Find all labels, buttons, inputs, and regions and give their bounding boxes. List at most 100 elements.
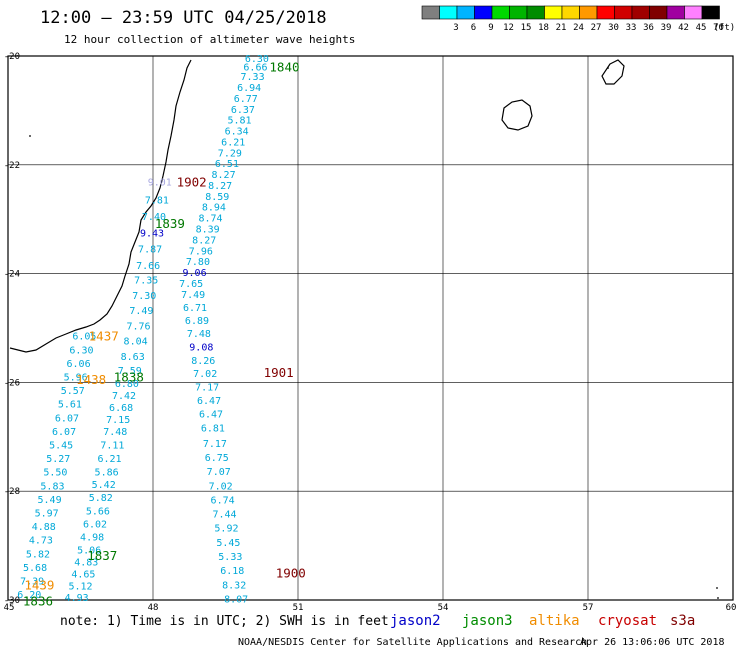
wave-height-value: 7.30 — [132, 291, 156, 302]
satellite-tracks: 6.306.667.336.946.776.375.816.346.217.29… — [17, 54, 306, 608]
legend-unit: (ft) — [714, 23, 736, 33]
legend-swatch — [631, 5, 650, 20]
wave-height-value: 6.89 — [185, 316, 209, 327]
wave-height-value: 5.97 — [35, 508, 59, 519]
wave-height-value: 5.82 — [26, 549, 50, 560]
lon-tick-label: 48 — [148, 603, 159, 613]
lat-tick-label: -22 — [4, 161, 20, 171]
wave-height-value: 7.65 — [179, 279, 203, 290]
legend-swatch — [544, 5, 563, 20]
wave-height-value: 4.98 — [80, 532, 104, 543]
wave-height-value: 6.34 — [225, 127, 249, 138]
wave-height-value: 6.47 — [199, 409, 223, 420]
wave-height-value: 6.05 — [72, 332, 96, 343]
legend-label: 27 — [591, 23, 602, 33]
islet-dot — [29, 135, 31, 137]
satellite-s3a-label: s3a — [670, 613, 695, 629]
wave-height-value: 6.20 — [17, 590, 41, 601]
wave-height-value: 6.81 — [201, 424, 225, 435]
wave-height-value: 5.81 — [227, 116, 251, 127]
wave-height-value: 7.11 — [100, 440, 124, 451]
pass-time-label: 1836 — [23, 594, 53, 609]
wave-height-value: 7.48 — [187, 329, 211, 340]
land-features — [9, 59, 719, 599]
map-frame — [7, 55, 734, 601]
wave-height-value: 6.18 — [220, 566, 244, 577]
legend-label: 3 — [453, 23, 458, 33]
pass-time-label: 1439 — [24, 577, 54, 592]
legend-label: 12 — [503, 23, 514, 33]
wave-height-value: 5.61 — [58, 400, 82, 411]
wave-height-value: 4.83 — [74, 557, 98, 568]
wave-height-value: 7.29 — [218, 148, 242, 159]
lat-tick-label: -20 — [4, 52, 20, 62]
legend-swatch — [439, 5, 458, 20]
wave-height-value: 4.88 — [32, 522, 56, 533]
wave-height-value: 7.48 — [103, 427, 127, 438]
footer-credit: NOAA/NESDIS Center for Satellite Applica… — [238, 637, 587, 648]
legend-label: 42 — [678, 23, 689, 33]
wave-height-value: 7.33 — [241, 72, 265, 83]
wave-height-value: 6.51 — [215, 159, 239, 170]
legend-label: 33 — [626, 23, 637, 33]
wave-height-value: 6.68 — [109, 403, 133, 414]
wave-height-value: 8.39 — [196, 224, 220, 235]
pass-time-label: 1900 — [276, 565, 306, 580]
wave-height-value: 8.63 — [121, 352, 145, 363]
lat-tick-label: -24 — [4, 270, 20, 280]
wave-height-value: 5.82 — [89, 493, 113, 504]
wave-height-value: 5.12 — [68, 581, 92, 592]
legend-label: 70 — [713, 23, 724, 33]
legend-swatch — [649, 5, 668, 20]
wave-height-value: 6.07 — [55, 413, 79, 424]
wave-height-value: 5.33 — [218, 552, 242, 563]
wave-height-value: 6.30 — [245, 54, 269, 65]
wave-height-value: 6.66 — [243, 62, 267, 73]
wave-height-value: 5.49 — [38, 495, 62, 506]
legend-swatch — [421, 5, 440, 20]
satellite-altika-label: altika — [529, 613, 580, 629]
wave-height-value: 5.86 — [95, 468, 119, 479]
wave-height-value: 8.27 — [192, 235, 216, 246]
legend-label: 36 — [643, 23, 654, 33]
legend-swatch — [666, 5, 685, 20]
legend-swatch — [456, 5, 475, 20]
wave-height-value: 7.80 — [186, 257, 210, 268]
lat-tick-label: -26 — [4, 378, 20, 388]
lat-tick-label: -30 — [4, 596, 20, 606]
satellite-jason3-label: jason3 — [462, 613, 513, 629]
header-subtitle: 12 hour collection of altimeter wave hei… — [64, 33, 356, 46]
wave-height-value: 4.65 — [71, 569, 95, 580]
pass-time-label: 1837 — [87, 548, 117, 563]
wave-height-value: 7.07 — [207, 467, 231, 478]
legend-swatch — [684, 5, 703, 20]
wave-height-value: 4.93 — [65, 593, 89, 604]
wave-height-value: 7.59 — [118, 366, 142, 377]
wave-height-value: 6.21 — [221, 137, 245, 148]
footer: note: 1) Time is in UTC; 2) SWH is in fe… — [60, 613, 725, 648]
wave-height-value: 6.74 — [211, 495, 235, 506]
satellite-jason2-label: jason2 — [390, 613, 441, 629]
wave-height-value: 6.71 — [183, 303, 207, 314]
wave-height-value: 8.07 — [224, 594, 248, 605]
wave-height-value: 6.02 — [83, 519, 107, 530]
legend-swatch — [491, 5, 510, 20]
lat-tick-label: -28 — [4, 487, 20, 497]
wave-height-value: 8.74 — [198, 214, 222, 225]
wave-height-value: 8.27 — [208, 181, 232, 192]
wave-height-value: 6.06 — [67, 359, 91, 370]
legend-label: 9 — [488, 23, 493, 33]
wave-height-value: 5.66 — [86, 506, 110, 517]
wave-height-value: 9.01 — [148, 178, 172, 189]
legend-label: 6 — [471, 23, 476, 33]
reunion-island — [501, 99, 533, 131]
legend-label: 15 — [521, 23, 532, 33]
pass-time-label: 1838 — [114, 369, 144, 384]
wave-height-value: 6.80 — [115, 379, 139, 390]
wave-height-value: 7.44 — [212, 510, 236, 521]
wave-height-value: 5.06 — [77, 545, 101, 556]
satellite-cryosat-label: cryosat — [598, 613, 657, 629]
wave-height-value: 7.15 — [106, 415, 130, 426]
legend-swatch — [614, 5, 633, 20]
wave-height-value: 5.92 — [214, 524, 238, 535]
